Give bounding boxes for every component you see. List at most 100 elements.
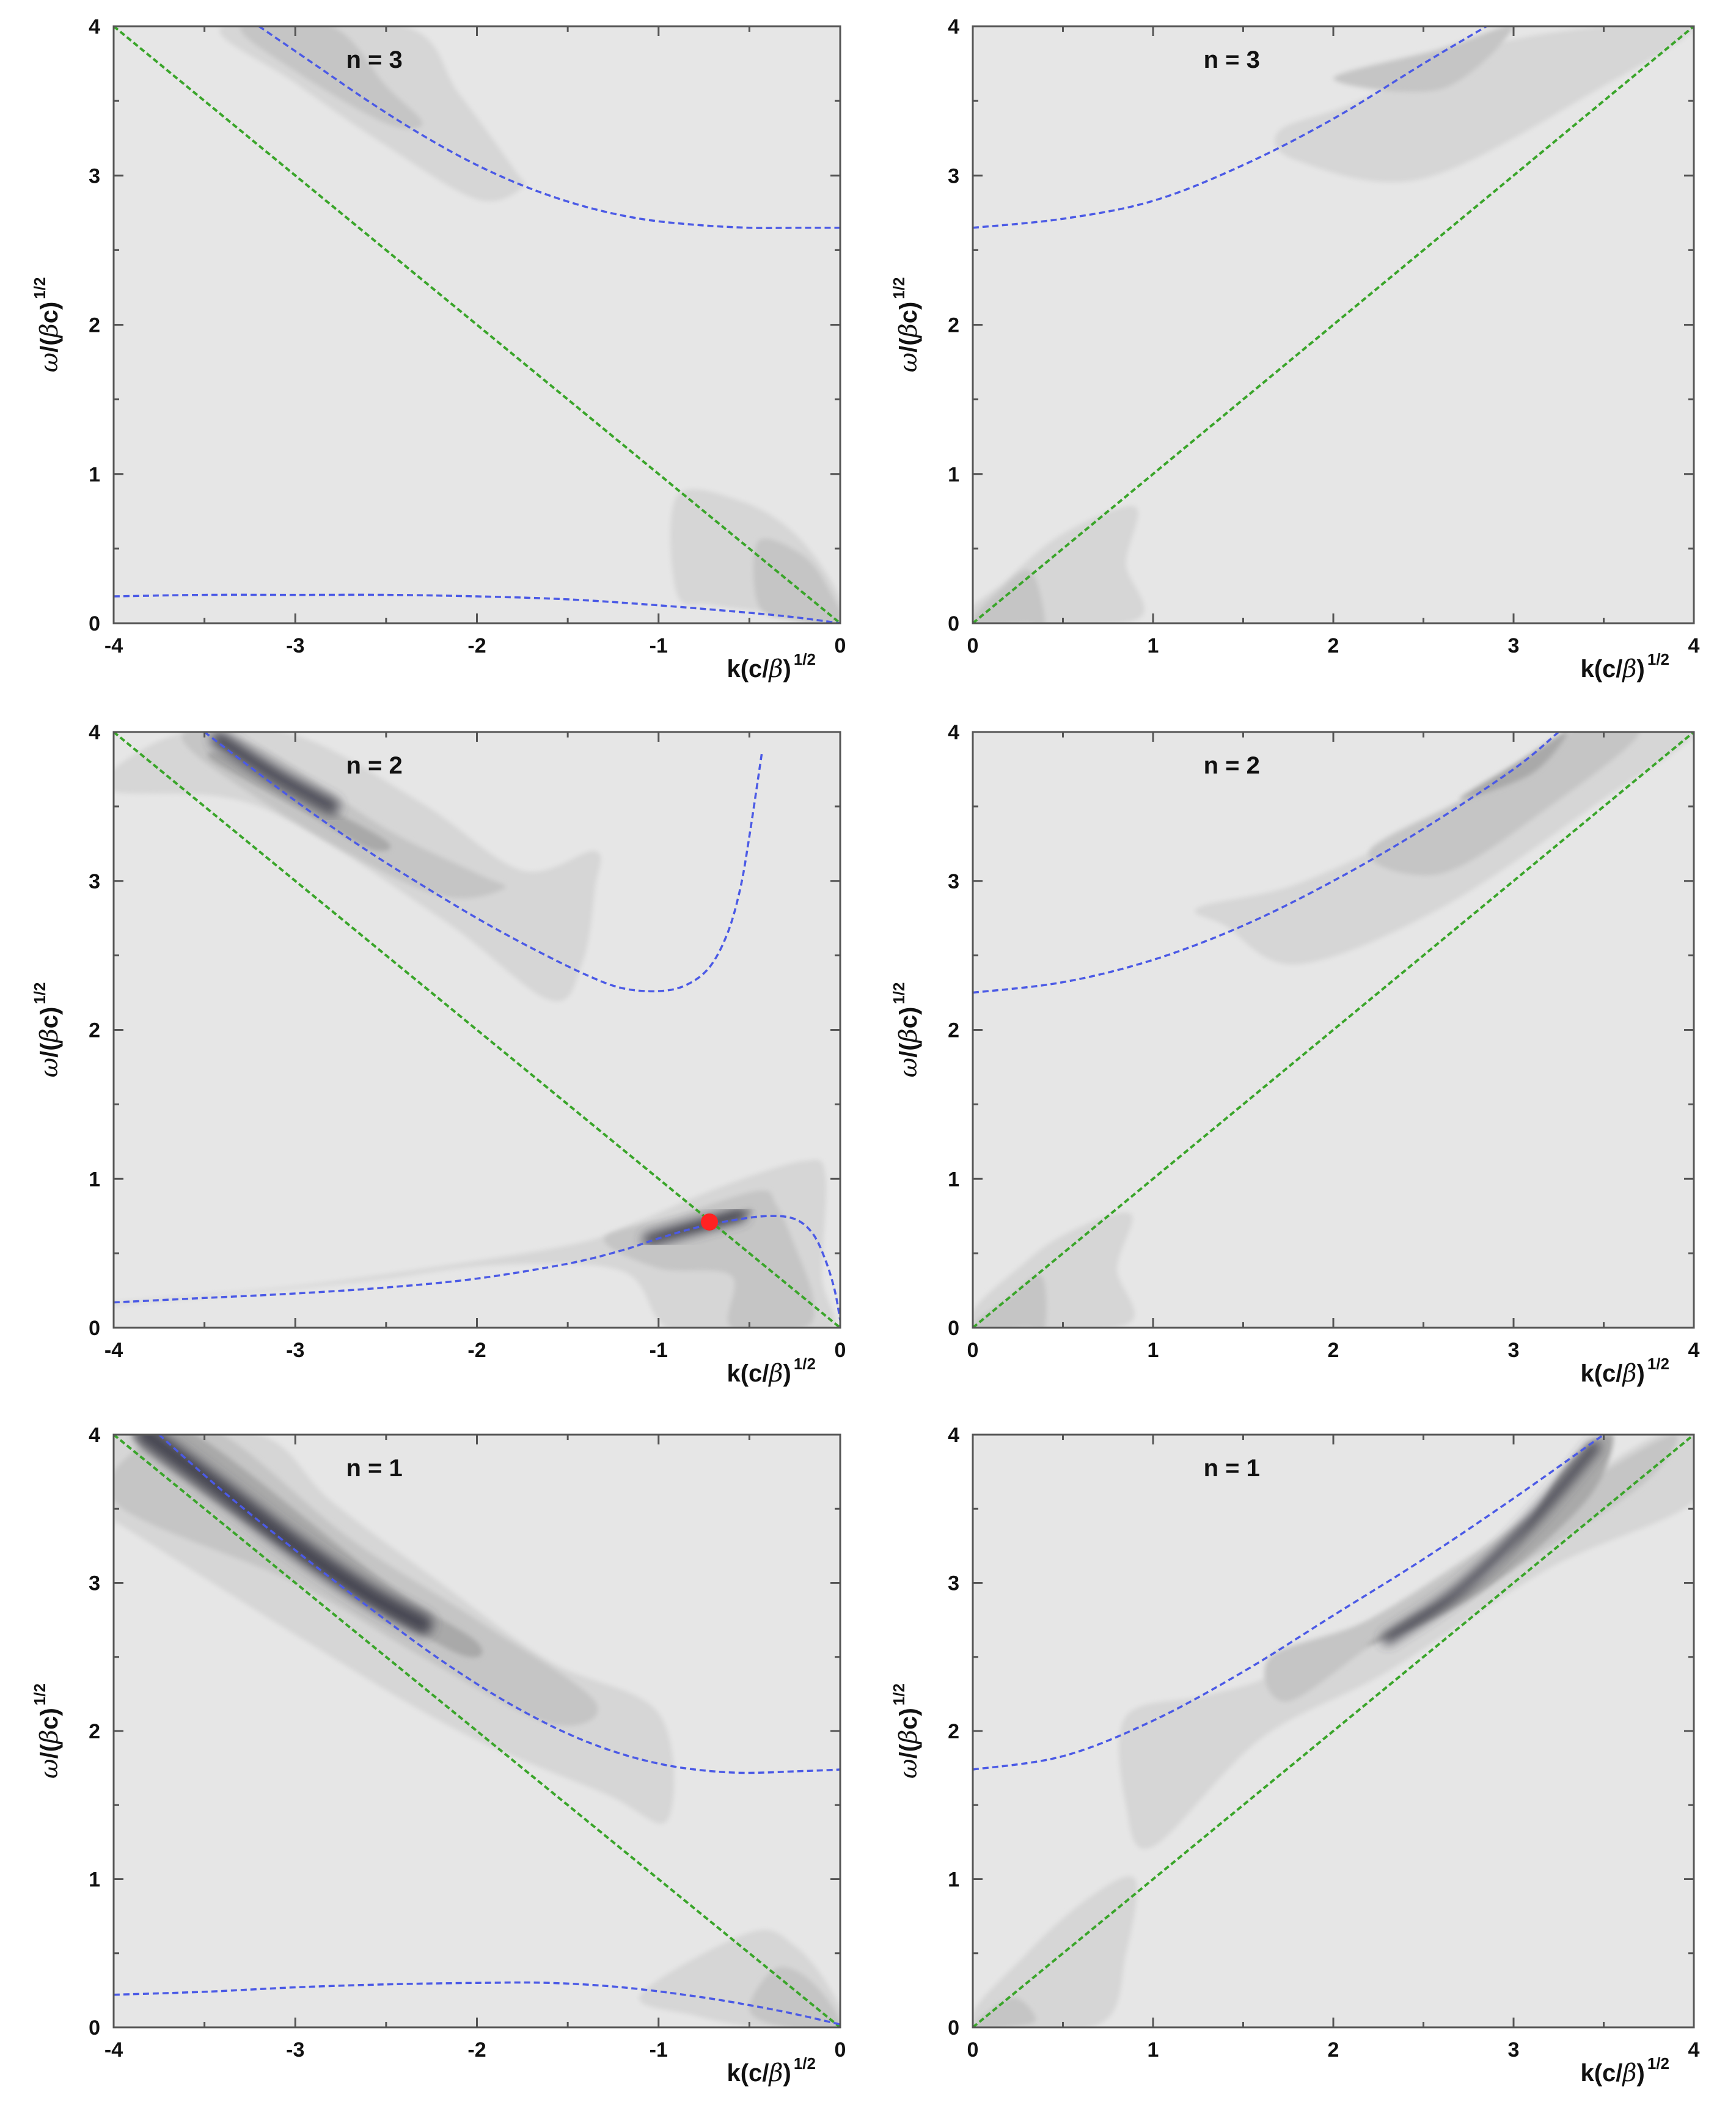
ticks (972, 731, 1695, 1329)
y-tick-label: 3 (89, 164, 100, 188)
y-tick-label: 4 (89, 721, 100, 744)
y-tick-label: 1 (948, 1868, 959, 1892)
y-tick-label: 0 (948, 2016, 959, 2040)
y-axis-label: ω/(βc)1/2 (31, 1683, 64, 1779)
x-tick-label: 3 (1508, 634, 1520, 657)
x-tick-label: -2 (467, 1339, 486, 1362)
x-tick-label: 3 (1508, 1339, 1520, 1362)
curves (973, 732, 1694, 1328)
y-tick-label: 2 (948, 314, 959, 337)
light-line (114, 732, 840, 1328)
x-axis-label: k(c/β) 1/2 (727, 650, 816, 683)
dispersion-lower (114, 1215, 840, 1321)
dispersion-upper (973, 26, 1487, 229)
x-axis-label: k(c/β) 1/2 (727, 1355, 816, 1388)
curves (114, 1435, 840, 2027)
panel-1: -4 -3 -2 -1 0 0 1 2 3 4 n = 3 k(c/β) 1/2 ω/(βc)1/2 (31, 15, 846, 683)
x-tick-label: -4 (104, 634, 123, 657)
y-axis-label: ω/(βc)1/2 (31, 983, 64, 1078)
y-tick-label: 0 (948, 612, 959, 635)
dispersion-lower (114, 1981, 840, 2026)
y-tick-label: 2 (948, 1019, 959, 1042)
shade-mid-2 (604, 1190, 815, 1328)
y-tick-label: 3 (89, 1572, 100, 1595)
ticks (112, 1433, 841, 2029)
y-tick-label: 3 (948, 164, 959, 188)
y-axis-label: ω/(βc)1/2 (890, 1683, 923, 1779)
y-tick-label: 0 (89, 1317, 100, 1340)
y-tick-label: 4 (948, 721, 959, 744)
ticks (972, 25, 1695, 624)
panel-3: -4 -3 -2 -1 0 0 1 2 3 4 n = 2 k(c/β) 1/2 ω/(βc)1/2 (31, 721, 846, 1388)
y-tick-label: 1 (89, 463, 100, 486)
shade-mid-2 (973, 569, 1046, 623)
ticks (972, 1433, 1695, 2029)
spectral-shading (114, 1435, 840, 2027)
shade-core-1 (1382, 1441, 1600, 1645)
x-tick-label: 0 (967, 2038, 979, 2062)
x-tick-label: -1 (650, 1339, 668, 1362)
x-tick-label: 4 (1688, 634, 1700, 657)
y-tick-label: 3 (89, 870, 100, 893)
light-line (973, 732, 1694, 1328)
curves (114, 732, 840, 1328)
x-tick-label: -1 (650, 634, 668, 657)
x-tick-label: -1 (650, 2038, 668, 2062)
x-tick-label: 1 (1148, 1339, 1159, 1362)
resonance-point (700, 1213, 718, 1231)
x-axis-label: k(c/β) 1/2 (1580, 2054, 1669, 2087)
curves (973, 26, 1694, 623)
panel-2: 0 1 2 3 4 0 1 2 3 4 n = 3 k(c/β) 1/2 ω/(βc)1/2 (890, 15, 1700, 683)
x-tick-label: 1 (1148, 2038, 1159, 2062)
x-tick-label: -2 (467, 634, 486, 657)
y-tick-label: 4 (89, 1424, 100, 1447)
light-line (973, 26, 1694, 623)
light-line (973, 1435, 1694, 2027)
x-tick-label: 2 (1328, 634, 1339, 657)
x-axis-label: k(c/β) 1/2 (1580, 650, 1669, 683)
x-axis-label: k(c/β) 1/2 (727, 2054, 816, 2087)
x-tick-label: 2 (1328, 2038, 1339, 2062)
shade-light-1 (114, 732, 601, 1001)
dispersion-upper (158, 1435, 840, 1774)
panel-4: 0 1 2 3 4 0 1 2 3 4 n = 2 k(c/β) 1/2 ω/(βc)1/2 (890, 721, 1700, 1388)
panel-label: n = 3 (346, 46, 402, 73)
x-tick-label: -3 (286, 634, 304, 657)
shade-light-1 (1274, 26, 1694, 183)
spectral-shading (973, 1435, 1694, 2027)
y-tick-label: 1 (89, 1868, 100, 1892)
shade-light-2 (973, 1876, 1137, 2027)
x-tick-label: -4 (104, 1339, 123, 1362)
y-axis-label: ω/(βc)1/2 (890, 277, 923, 373)
x-tick-label: -3 (286, 1339, 304, 1362)
shade-mid-1 (1333, 26, 1514, 92)
x-tick-label: 4 (1688, 2038, 1700, 2062)
shade-dark-1 (1366, 1435, 1614, 1646)
y-tick-label: 0 (89, 612, 100, 635)
light-line (114, 1435, 840, 2027)
dispersion-upper (973, 1435, 1605, 1771)
x-tick-label: 4 (1688, 1339, 1700, 1362)
x-tick-label: 2 (1328, 1339, 1339, 1362)
y-tick-label: 2 (948, 1720, 959, 1743)
spectral-shading (114, 732, 835, 1328)
x-tick-label: 1 (1148, 634, 1159, 657)
y-tick-label: 1 (948, 1168, 959, 1191)
x-tick-label: 0 (835, 634, 846, 657)
y-tick-label: 0 (948, 1317, 959, 1340)
x-axis-label: k(c/β) 1/2 (1580, 1355, 1669, 1388)
dispersion-upper (258, 26, 840, 229)
light-line (114, 26, 840, 623)
y-tick-label: 3 (948, 1572, 959, 1595)
ticks (112, 731, 841, 1329)
x-tick-label: 0 (967, 1339, 979, 1362)
shade-mid-2 (973, 1275, 1047, 1328)
y-tick-label: 0 (89, 2016, 100, 2040)
y-tick-label: 4 (948, 15, 959, 38)
x-tick-label: -4 (104, 2038, 123, 2062)
shade-light-2 (114, 1160, 835, 1328)
shade-mid-1 (240, 26, 423, 129)
panel-label: n = 2 (1204, 752, 1260, 779)
y-tick-label: 1 (948, 463, 959, 486)
